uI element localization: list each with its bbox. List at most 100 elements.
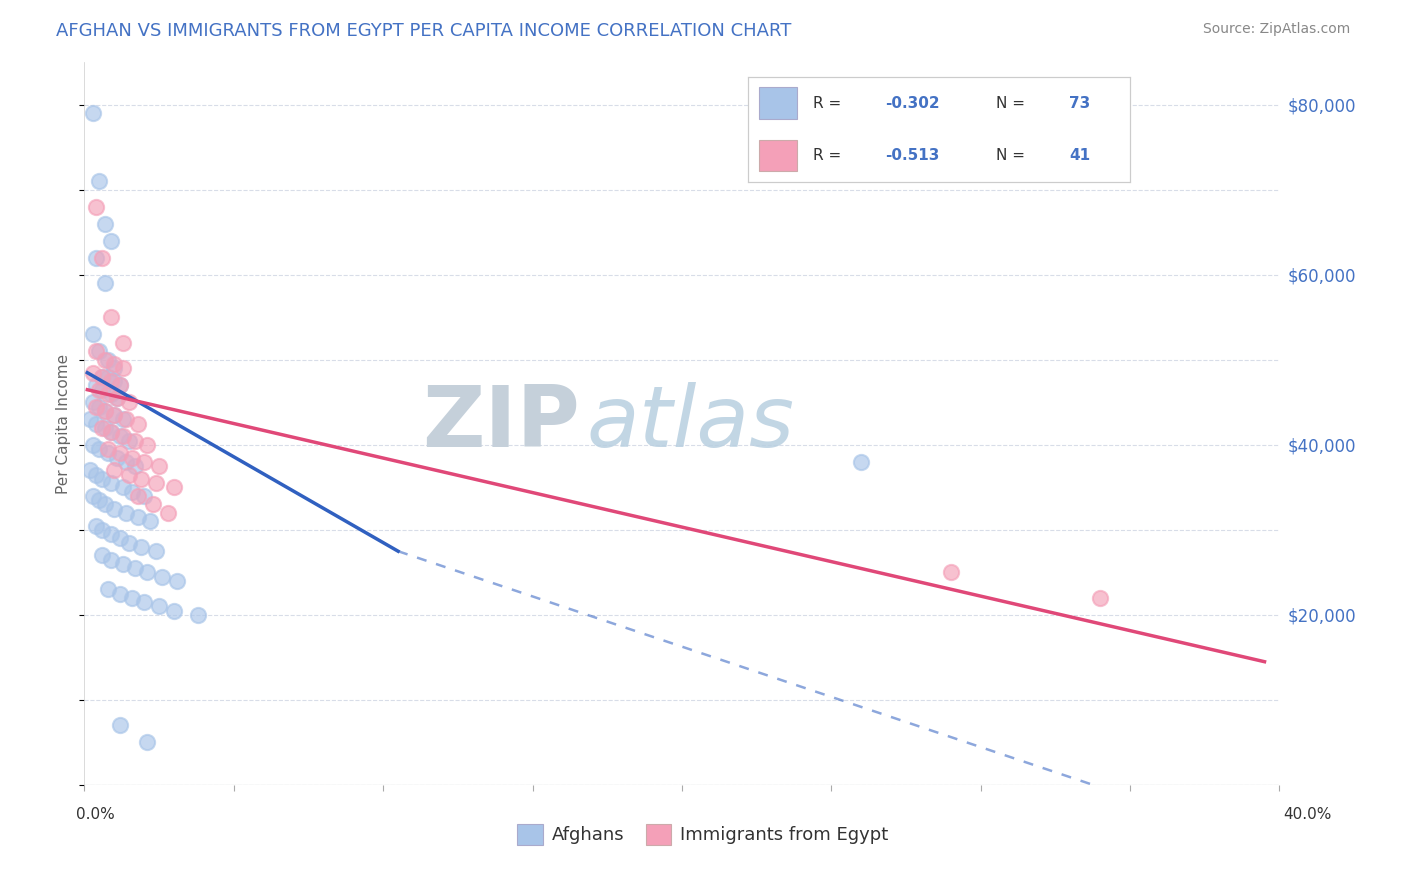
Point	[148, 459, 170, 474]
Point	[112, 429, 135, 443]
Point	[118, 467, 141, 482]
Point	[89, 442, 111, 457]
Point	[148, 599, 170, 614]
Point	[187, 607, 209, 622]
Point	[124, 434, 146, 448]
Point	[112, 480, 135, 494]
Point	[94, 404, 117, 418]
Point	[103, 374, 125, 388]
Point	[86, 344, 108, 359]
Point	[112, 557, 135, 571]
Y-axis label: Per Capita Income: Per Capita Income	[56, 353, 72, 494]
Point	[110, 378, 132, 392]
Point	[100, 527, 122, 541]
Point	[91, 251, 114, 265]
Point	[103, 361, 125, 376]
Text: 40.0%: 40.0%	[1284, 807, 1331, 822]
Point	[86, 200, 108, 214]
Point	[110, 718, 132, 732]
Point	[132, 455, 156, 469]
Point	[124, 459, 146, 474]
Point	[157, 506, 180, 520]
Point	[112, 361, 135, 376]
Point	[89, 344, 111, 359]
Point	[163, 604, 186, 618]
Point	[100, 552, 122, 566]
Point	[121, 484, 143, 499]
Point	[91, 383, 114, 397]
Point	[105, 391, 128, 405]
Point	[91, 523, 114, 537]
Point	[82, 438, 104, 452]
Point	[97, 387, 120, 401]
Point	[115, 412, 138, 426]
Point	[97, 370, 120, 384]
Point	[94, 277, 117, 291]
Point	[115, 506, 138, 520]
Point	[97, 353, 120, 368]
Point	[132, 595, 156, 609]
Point	[86, 251, 108, 265]
Point	[94, 404, 117, 418]
Point	[112, 412, 135, 426]
Point	[89, 174, 111, 188]
Point	[100, 425, 122, 440]
Point	[82, 395, 104, 409]
Point	[82, 106, 104, 120]
Point	[82, 366, 104, 380]
Point	[91, 549, 114, 563]
Point	[89, 493, 111, 508]
Point	[100, 374, 122, 388]
Point	[132, 489, 156, 503]
Point	[110, 378, 132, 392]
Point	[145, 544, 167, 558]
Point	[91, 472, 114, 486]
Point	[86, 417, 108, 431]
Point	[97, 442, 120, 457]
Point	[110, 429, 132, 443]
Point	[91, 370, 114, 384]
Point	[118, 535, 141, 549]
Point	[127, 489, 149, 503]
Point	[94, 217, 117, 231]
Point	[103, 408, 125, 422]
Point	[94, 421, 117, 435]
Point	[121, 591, 143, 605]
Point	[136, 438, 159, 452]
Point	[105, 450, 128, 465]
Point	[121, 450, 143, 465]
Point	[86, 378, 108, 392]
Point	[97, 446, 120, 460]
Point	[94, 353, 117, 368]
Point	[82, 327, 104, 342]
Point	[110, 532, 132, 546]
Point	[110, 446, 132, 460]
Point	[142, 498, 165, 512]
Point	[112, 335, 135, 350]
Point	[103, 463, 125, 477]
Point	[129, 540, 152, 554]
Point	[145, 476, 167, 491]
Point	[129, 472, 152, 486]
Point	[127, 417, 149, 431]
Point	[89, 383, 111, 397]
Point	[86, 400, 108, 414]
Legend: Afghans, Immigrants from Egypt: Afghans, Immigrants from Egypt	[510, 816, 896, 852]
Point	[82, 489, 104, 503]
Point	[110, 587, 132, 601]
Text: atlas: atlas	[586, 382, 794, 466]
Point	[100, 476, 122, 491]
Text: ZIP: ZIP	[423, 382, 581, 466]
Point	[136, 566, 159, 580]
Point	[124, 561, 146, 575]
Point	[97, 582, 120, 597]
Point	[79, 412, 101, 426]
Point	[91, 370, 114, 384]
Point	[103, 357, 125, 371]
Point	[100, 387, 122, 401]
Point	[166, 574, 188, 588]
Point	[100, 234, 122, 248]
Text: Source: ZipAtlas.com: Source: ZipAtlas.com	[1202, 22, 1350, 37]
Point	[851, 455, 873, 469]
Point	[100, 310, 122, 325]
